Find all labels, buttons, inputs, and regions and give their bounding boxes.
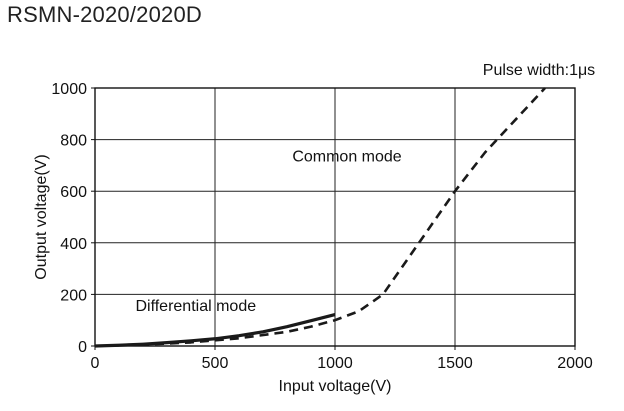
y-tick-label-0: 0 [78,339,87,356]
grid [95,88,575,346]
annotation-common-mode: Common mode [292,149,401,166]
annotation-pulse-width-1-s: Pulse width:1μs [483,62,595,79]
chart-title: RSMN-2020/2020D [7,2,202,27]
y-tick-label-200: 200 [60,287,87,304]
series-group [94,87,546,348]
x-tick-label-0: 0 [91,355,100,372]
x-axis-label: Input voltage(V) [279,378,392,395]
plot-frame [91,87,576,350]
tick-labels: 0 500 1000 1500 2000 0 200 400 600 800 1000 [51,81,592,372]
y-axis-label: Output voltage(V) [33,154,50,279]
y-tick-label-400: 400 [60,236,87,253]
x-tick-label-500: 500 [202,355,229,372]
x-tick-label-1500: 1500 [437,355,473,372]
y-tick-label-1000: 1000 [51,81,87,98]
x-tick-label-1000: 1000 [317,355,353,372]
y-tick-label-600: 600 [60,184,87,201]
labels: Input voltage(V) Output voltage(V) Pulse w… [33,62,595,395]
annotation-differential-mode: Differential mode [135,298,256,315]
x-tick-label-2000: 2000 [557,355,593,372]
series-line-common-mode [94,87,546,348]
series-line-differential-mode [94,312,336,348]
y-tick-label-800: 800 [60,133,87,150]
